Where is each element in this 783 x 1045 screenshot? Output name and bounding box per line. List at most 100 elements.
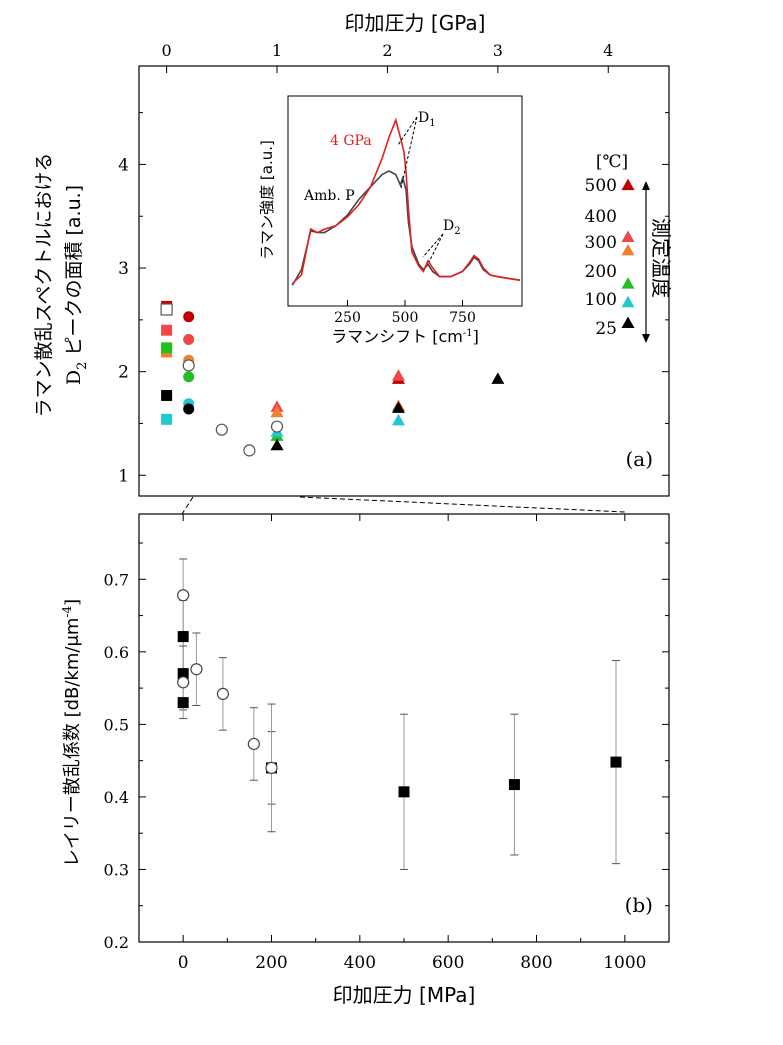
- legend-marker: [621, 230, 635, 242]
- panel-a-point: [183, 334, 195, 346]
- legend-title: [℃]: [596, 152, 628, 172]
- inset-ticks: 250 500 750: [334, 300, 476, 326]
- legend-arrow-head-down: [642, 334, 650, 343]
- panel-b-point: [177, 631, 189, 643]
- panel-b-y-tick-label: 0.3: [104, 860, 129, 879]
- panel-a-point: [215, 423, 228, 436]
- inset-ylabel: ラマン強度 [a.u.]: [258, 140, 276, 260]
- panel-a-point: [491, 372, 505, 384]
- panel-b-x-tick-label: 1000: [603, 953, 646, 973]
- panel-b: 0 200 400 600 800 1000 0.2 0.3 0.4 0.5 0.6 0.7 印加圧力…: [60, 513, 670, 1007]
- panel-b-point: [265, 761, 278, 774]
- panel-a-top-xlabel: 印加圧力 [GPa]: [345, 11, 486, 35]
- panel-b-ylabel: レイリー散乱係数 [dB/km/μm-4]: [60, 599, 83, 867]
- legend-marker: [621, 295, 635, 308]
- connector-right: [299, 496, 626, 513]
- panel-a-top-tick-label: 2: [382, 41, 392, 60]
- panel-a-point: [391, 413, 405, 426]
- inset-x-tick-label: 250: [334, 310, 361, 326]
- connector-left: [181, 496, 194, 515]
- inset-xlabel: ラマンシフト [cm-1]: [331, 327, 479, 346]
- panel-a-point: [161, 389, 173, 401]
- panel-a-point: [243, 444, 256, 457]
- panel-a-label: (a): [625, 447, 653, 471]
- legend-arrow-head-up: [642, 181, 650, 190]
- panel-b-point: [177, 697, 189, 709]
- inset-label-d1: D1: [418, 110, 436, 129]
- inset-label-4gpa: 4 GPa: [330, 133, 372, 149]
- inset-d1-leader-1: [397, 116, 418, 146]
- inset-d1-leader-2: [400, 116, 418, 189]
- panel-a-y-tick-label: 2: [118, 363, 129, 383]
- panel-a-y-tick-label: 3: [118, 259, 129, 279]
- legend-temperature-label: 400: [585, 207, 617, 227]
- panel-b-point: [610, 756, 622, 768]
- panel-a-top-tick-label: 4: [603, 41, 613, 60]
- legend-marker: [621, 316, 635, 328]
- legend-temperature-label: 500: [585, 176, 617, 196]
- panel-a-points: [160, 300, 505, 457]
- inset-d2-leader-2: [428, 233, 444, 263]
- panel-a-point: [161, 342, 173, 354]
- legend-marker: [621, 243, 635, 256]
- panel-a-point: [270, 405, 284, 418]
- panel-a-point: [270, 438, 284, 451]
- panel-a-frame: [138, 65, 670, 497]
- legend-temperature-label: 25: [595, 319, 617, 339]
- panel-a-point: [161, 324, 173, 336]
- panel-a-point: [183, 403, 195, 415]
- panel-a-point: [183, 371, 195, 383]
- panel-b-ticks: 0 200 400 600 800 1000 0.2 0.3 0.4 0.5 0.6 0.7: [104, 514, 670, 973]
- panel-b-y-tick-label: 0.2: [104, 933, 129, 952]
- inset-label-d2: D2: [443, 218, 461, 237]
- legend-temperature-label: 300: [585, 233, 617, 253]
- panel-b-point: [216, 687, 230, 701]
- panel-b-x-tick-label: 400: [344, 953, 376, 973]
- panel-b-point: [190, 663, 203, 676]
- panel-a-y-tick-label: 1: [118, 466, 129, 486]
- panel-b-point: [177, 668, 189, 680]
- inset-x-tick-label: 500: [392, 310, 419, 326]
- panel-a-point: [161, 413, 173, 425]
- panel-b-x-tick-label: 0: [178, 953, 189, 973]
- panel-b-point: [177, 676, 190, 689]
- legend-marker: [621, 277, 635, 289]
- inset-d2-leader-1: [422, 233, 444, 258]
- panel-b-x-tick-label: 800: [520, 953, 552, 973]
- panel-b-label: (b): [625, 893, 653, 917]
- inset-label-ambient: Amb. P: [303, 188, 355, 204]
- panel-a-point: [270, 420, 284, 433]
- legend-temperature-label: 200: [585, 262, 617, 282]
- inset-series-4gpa: [291, 117, 521, 285]
- legend-marker: [621, 178, 635, 191]
- panel-a-point: [391, 369, 405, 381]
- panel-a-point: [391, 401, 405, 413]
- panel-b-point: [398, 786, 410, 798]
- inset-x-tick-label: 750: [449, 310, 476, 326]
- panel-b-x-tick-label: 600: [432, 953, 464, 973]
- panel-a-ylabel-line2: D2 ピークの面積 [a.u.]: [63, 185, 90, 385]
- panel-a-point: [182, 359, 195, 372]
- panel-b-y-tick-label: 0.4: [104, 788, 129, 807]
- panel-a-y-tick-label: 4: [118, 155, 129, 175]
- panel-b-point: [247, 737, 260, 751]
- panel-a-ticks: 0 1 2 3 4 1 2 3 4: [118, 41, 669, 486]
- panel-b-points: [177, 558, 622, 870]
- panel-a: 0 1 2 3 4 1 2 3 4 印加圧力 [GPa] ラマン散乱スペクトルにおける D2 ピ…: [33, 11, 673, 497]
- legend-temperature-label: 100: [585, 290, 617, 310]
- legend: 500 400 300 200 100 25: [585, 176, 635, 339]
- panel-a-top-tick-label: 3: [493, 41, 503, 60]
- inset-chart: 250 500 750 4 GPa Amb. P D1 D2 ラマン強度 [a.u.…: [258, 95, 523, 346]
- panel-b-xlabel: 印加圧力 [MPa]: [333, 983, 476, 1007]
- panel-b-y-tick-label: 0.5: [104, 715, 129, 734]
- panel-b-y-tick-label: 0.6: [104, 643, 129, 662]
- panel-b-x-tick-label: 200: [255, 953, 287, 973]
- panel-a-top-tick-label: 0: [162, 41, 172, 60]
- panel-a-ylabel-line1: ラマン散乱スペクトルにおける: [33, 153, 55, 418]
- panel-b-point: [177, 589, 190, 602]
- panel-a-point: [183, 311, 195, 323]
- panel-b-point: [508, 779, 520, 791]
- inset-frame: [287, 95, 523, 307]
- panel-a-top-tick-label: 1: [272, 41, 282, 60]
